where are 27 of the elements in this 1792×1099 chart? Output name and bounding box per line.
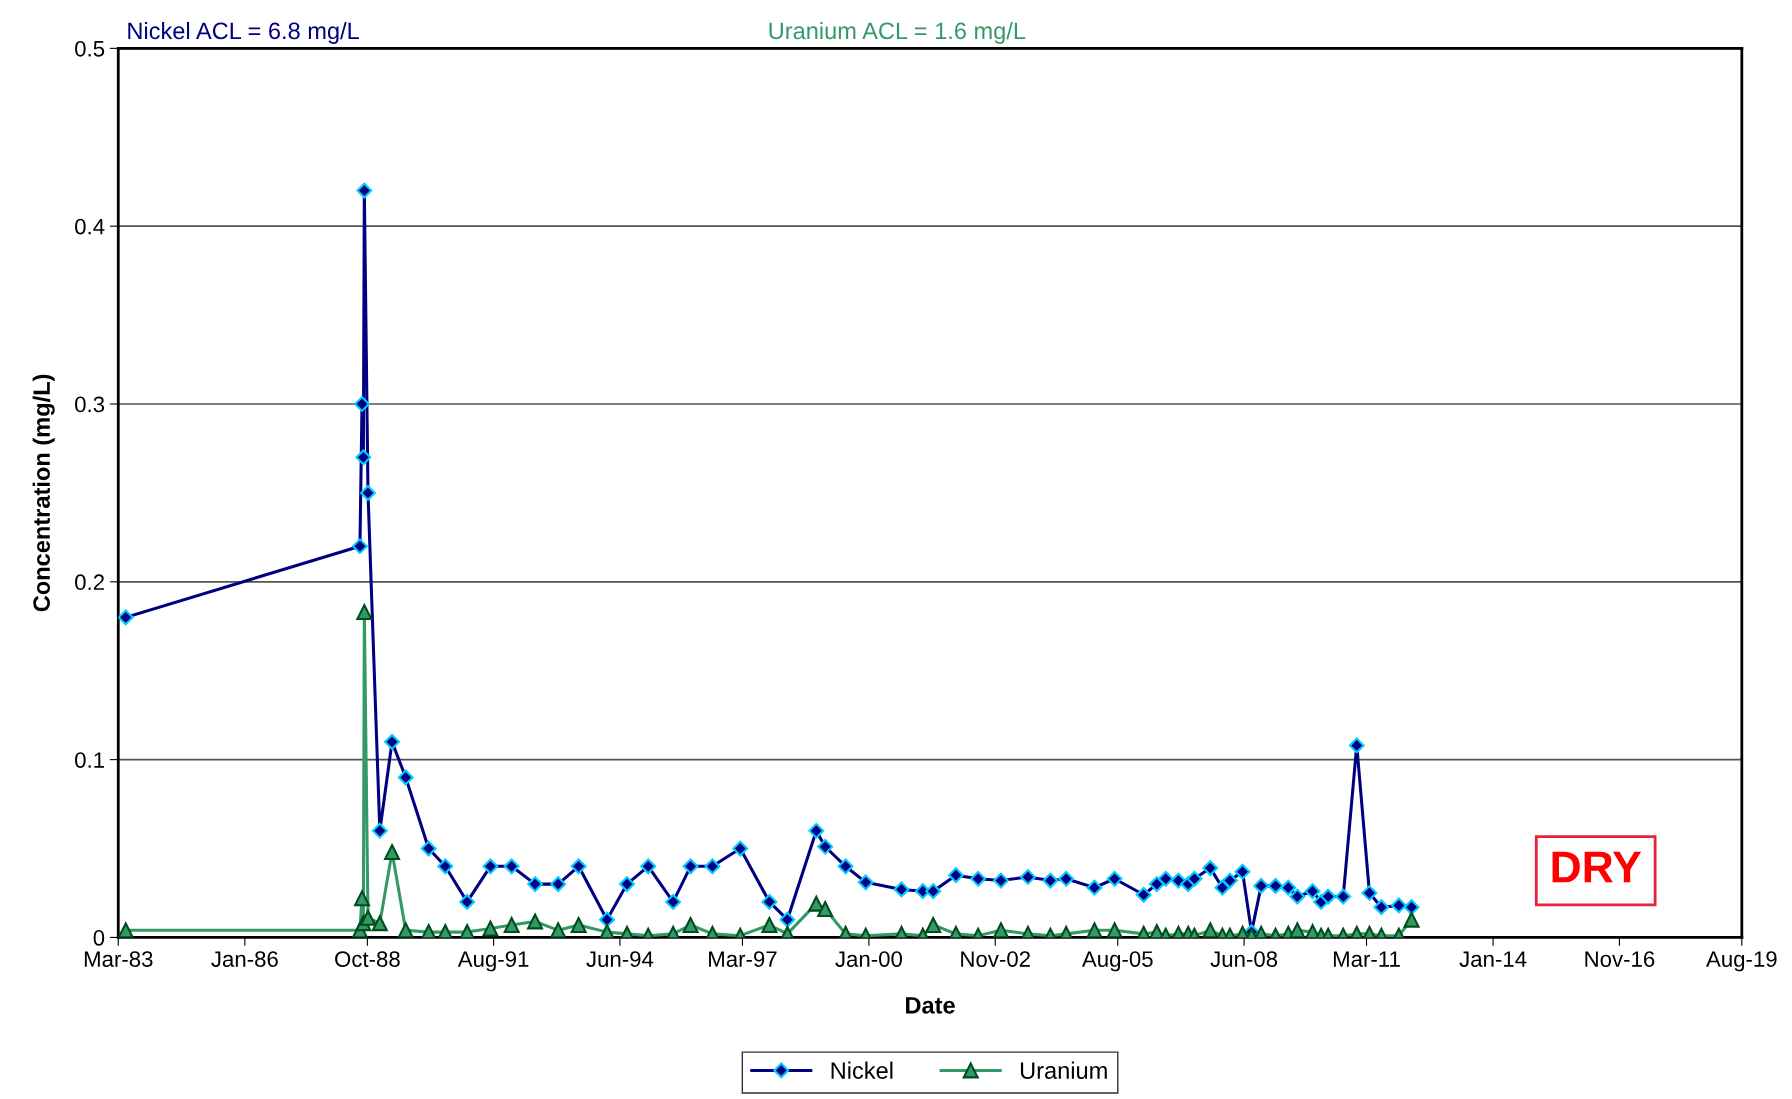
x-tick-label: Jan-86 bbox=[211, 951, 278, 967]
annotation: DRY bbox=[1552, 851, 1642, 883]
x-axis-title: Date bbox=[906, 997, 955, 1014]
x-tick-label: Mar-83 bbox=[84, 951, 153, 967]
x-tick-label: Mar-97 bbox=[709, 951, 777, 967]
x-tick-label: Mar-11 bbox=[1333, 951, 1400, 967]
y-tick-label: 0 bbox=[93, 929, 105, 946]
y-tick-label: 0.4 bbox=[75, 218, 105, 235]
y-axis-title: Concentration (mg/L) bbox=[32, 374, 55, 612]
text: Uranium ACL = 1.6 mg/L bbox=[769, 21, 1026, 44]
x-tick-label: Jun-08 bbox=[1210, 951, 1278, 967]
x-tick-label: Aug-05 bbox=[1081, 951, 1153, 972]
y-tick-label: 0.2 bbox=[75, 574, 104, 591]
x-tick-label: Jan-14 bbox=[1459, 951, 1527, 967]
legend-label: Uranium bbox=[1020, 1061, 1107, 1079]
x-tick-label: Aug-19 bbox=[1706, 951, 1777, 972]
x-tick-label: Nov-02 bbox=[961, 951, 1030, 967]
y-tick-label: 0.5 bbox=[75, 40, 105, 57]
x-tick-label: Oct-88 bbox=[335, 951, 400, 967]
y-tick-label: 0.3 bbox=[75, 396, 105, 413]
x-tick-label: Aug-91 bbox=[457, 951, 529, 972]
legend-label: Nickel bbox=[831, 1061, 893, 1079]
x-tick-label: Jun-94 bbox=[586, 951, 654, 967]
x-tick-label: Nov-16 bbox=[1585, 951, 1655, 967]
text: Nickel ACL = 6.8 mg/L bbox=[128, 21, 359, 44]
y-tick-label: 0.1 bbox=[75, 752, 104, 768]
x-tick-label: Jan-00 bbox=[835, 951, 903, 967]
